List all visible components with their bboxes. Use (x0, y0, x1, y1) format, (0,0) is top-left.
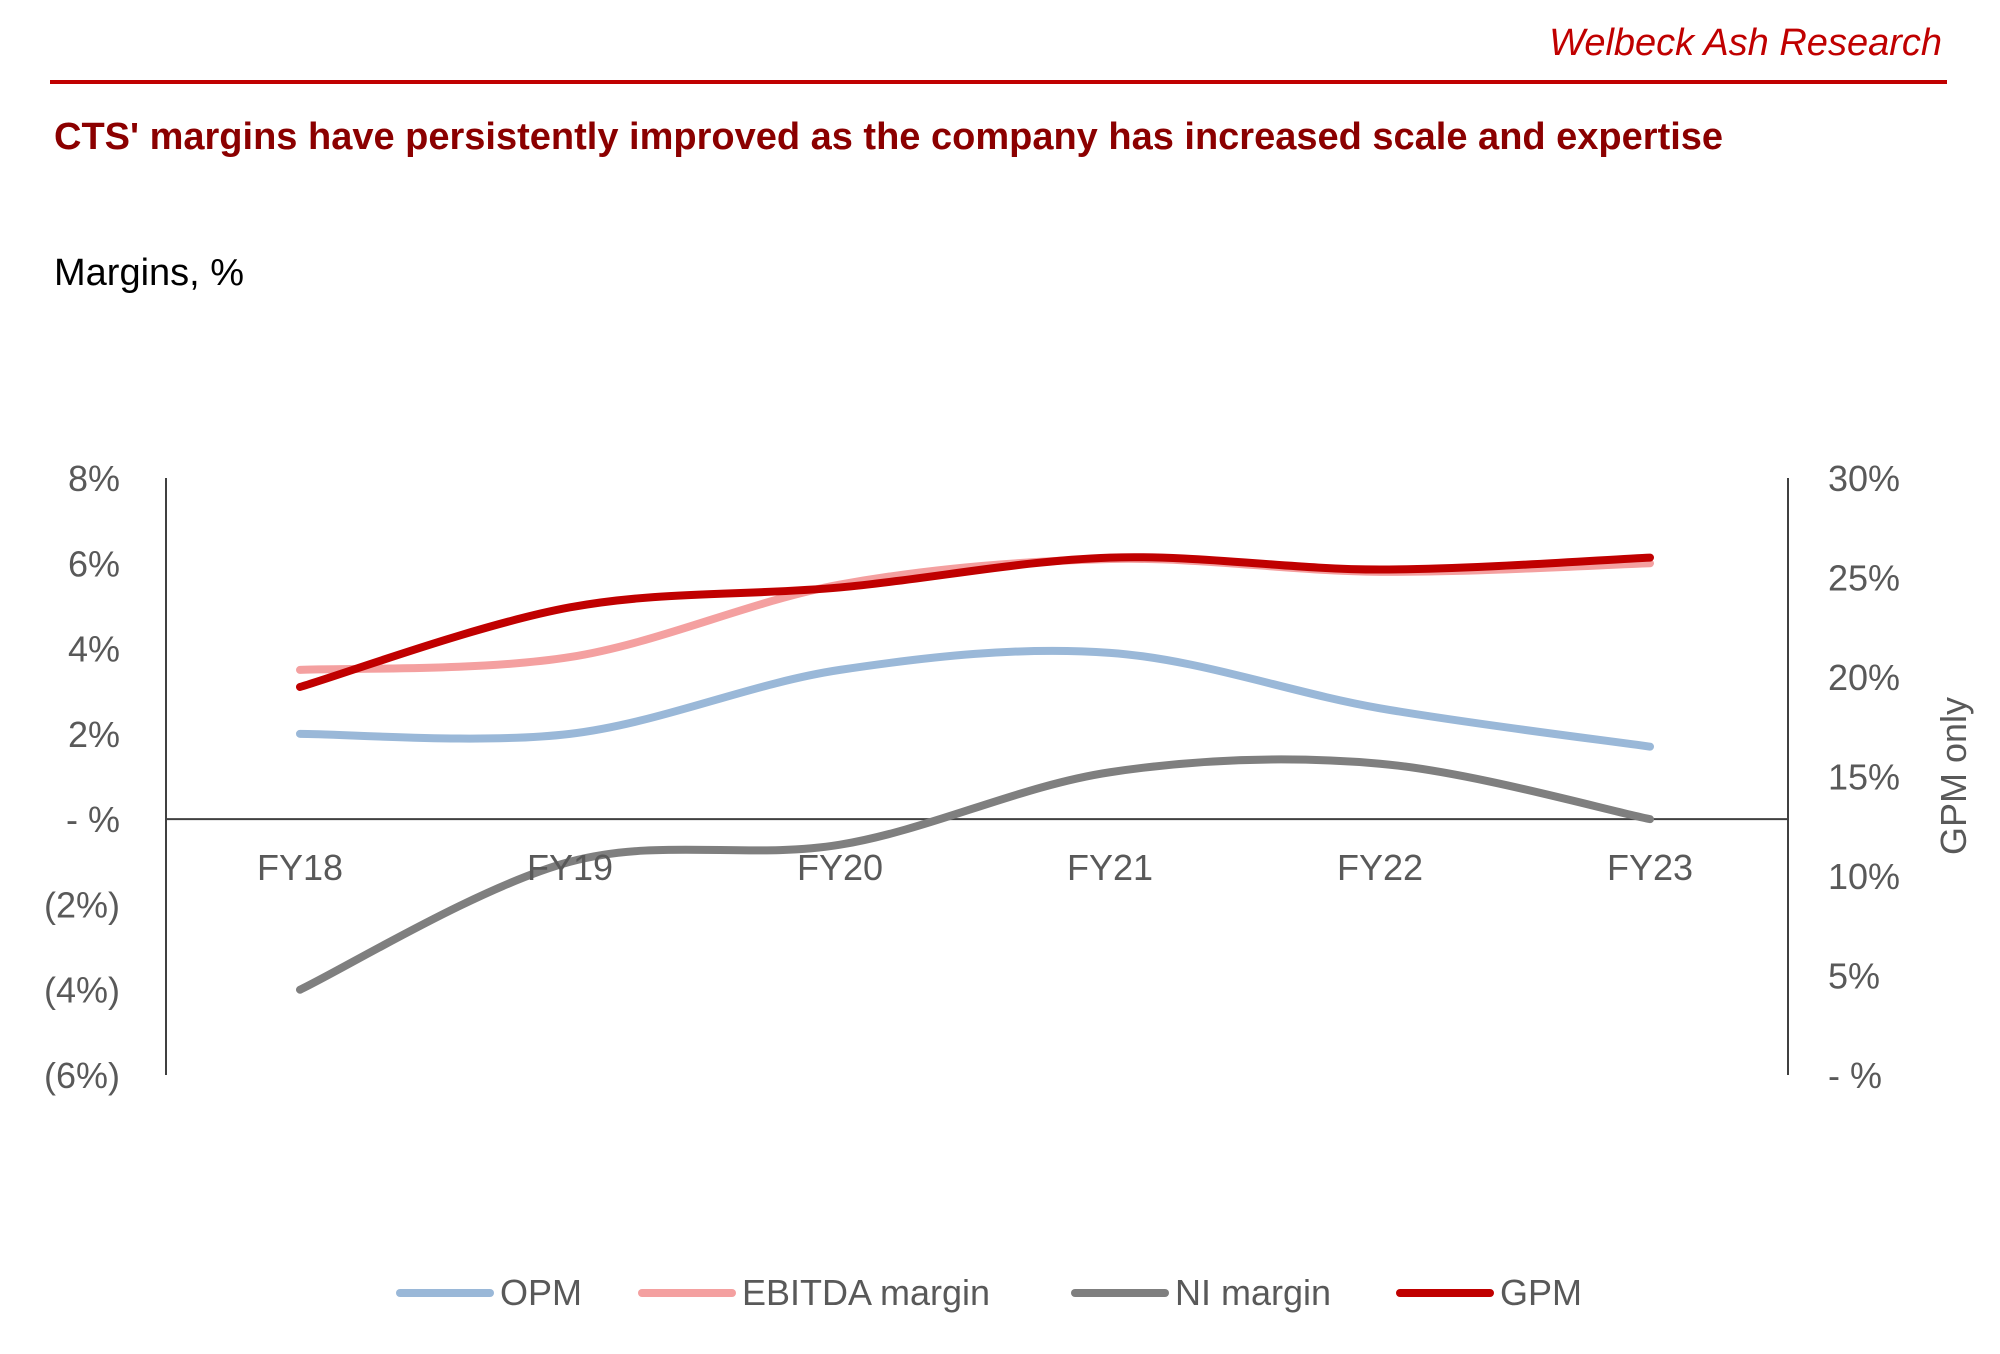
y-right-tick-label: 30% (1828, 458, 1900, 499)
y-right-tick-label: 20% (1828, 657, 1900, 698)
y-right-axis-title: GPM only (1933, 697, 1974, 855)
y-left-tick-label: (6%) (44, 1055, 120, 1096)
legend-label-ni-margin: NI margin (1175, 1272, 1331, 1313)
series-line-ni-margin (296, 755, 1654, 994)
y-left-tick-label: 4% (68, 629, 120, 670)
legend-label-ebitda-margin: EBITDA margin (742, 1272, 990, 1313)
y-left-tick-label: - % (66, 799, 120, 840)
y-right-tick-label: 15% (1828, 757, 1900, 798)
chart-subtitle: Margins, % (54, 252, 245, 294)
y-left-tick-label: 2% (68, 714, 120, 755)
series-line-gpm (296, 553, 1654, 691)
x-tick-label: FY18 (257, 847, 343, 888)
chart-legend: OPM EBITDA margin NI margin GPM (396, 1272, 1582, 1313)
y-right-tick-label: 25% (1828, 558, 1900, 599)
brand-label: Welbeck Ash Research (1549, 22, 1942, 64)
page-title: CTS' margins have persistently improved … (54, 116, 1724, 158)
x-tick-label: FY20 (797, 847, 883, 888)
y-right-tick-label: 5% (1828, 956, 1880, 997)
y-right-tick-label: - % (1828, 1055, 1882, 1096)
legend-label-opm: OPM (500, 1272, 582, 1313)
x-tick-label: FY19 (527, 847, 613, 888)
y-right-tick-label: 10% (1828, 856, 1900, 897)
y-left-tick-label: 6% (68, 543, 120, 584)
header-rule (50, 80, 1947, 84)
y-left-tick-label: (4%) (44, 970, 120, 1011)
chart-axes (165, 478, 1789, 1075)
x-tick-label: FY22 (1337, 847, 1423, 888)
y-left-tick-label: 8% (68, 458, 120, 499)
x-tick-label: FY21 (1067, 847, 1153, 888)
series-line-opm (296, 646, 1654, 751)
y-left-tick-label: (2%) (44, 884, 120, 925)
x-tick-label: FY23 (1607, 847, 1693, 888)
legend-label-gpm: GPM (1500, 1272, 1582, 1313)
chart-series (296, 553, 1654, 994)
chart-ticks: FY18 FY19 FY20 FY21 FY22 FY23 8% 6% 4% 2% - % (2%) (… (44, 458, 1974, 1096)
